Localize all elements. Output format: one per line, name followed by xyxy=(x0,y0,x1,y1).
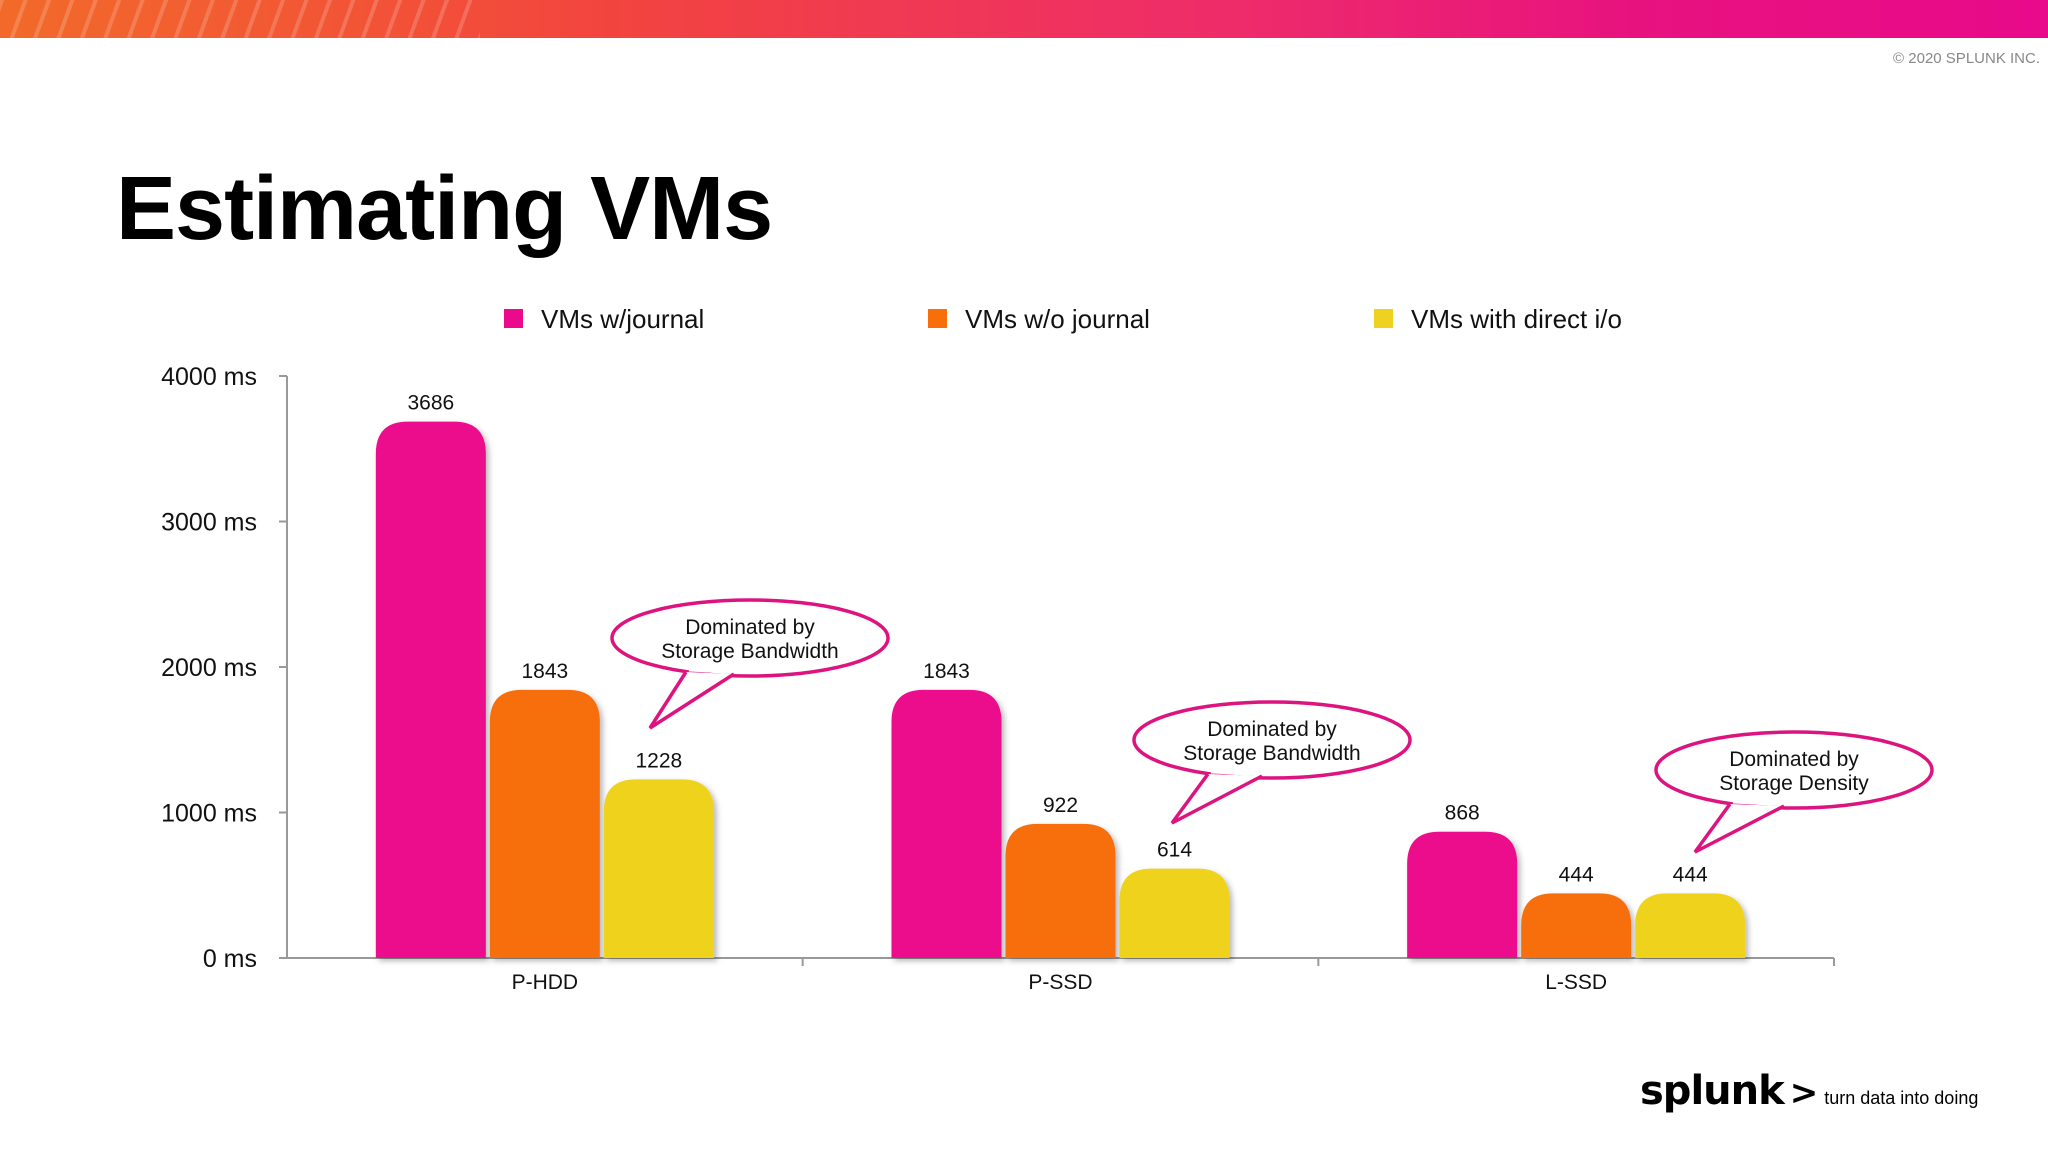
callout-tail xyxy=(648,671,735,730)
category-label: P-HDD xyxy=(512,971,579,994)
callout-tail-mask xyxy=(688,666,732,674)
stripe-pattern xyxy=(0,0,480,38)
callout-tail xyxy=(1170,772,1263,825)
bar xyxy=(375,421,486,958)
bar xyxy=(603,779,714,958)
data-label: 868 xyxy=(1445,802,1480,825)
copyright-text: © 2020 SPLUNK INC. xyxy=(1893,50,2040,67)
bar xyxy=(1005,823,1116,958)
legend-label: VMs w/journal xyxy=(541,304,704,334)
bar xyxy=(1521,893,1632,958)
category-label: P-SSD xyxy=(1028,971,1092,994)
data-label: 1843 xyxy=(923,660,970,683)
legend-swatch xyxy=(928,309,947,328)
data-label: 3686 xyxy=(407,392,454,415)
data-label: 614 xyxy=(1157,839,1192,862)
data-label: 1228 xyxy=(635,749,682,772)
callout-tail-mask xyxy=(1210,768,1260,776)
y-tick-label: 4000 ms xyxy=(161,363,257,391)
bar xyxy=(1635,893,1746,958)
bar xyxy=(489,689,600,958)
tagline: turn data into doing xyxy=(1824,1088,1979,1108)
brand-footer: splunk > turn data into doing xyxy=(1640,1068,1978,1114)
callout-text: Storage Bandwidth xyxy=(1183,742,1360,765)
legend-label: VMs w/o journal xyxy=(965,304,1150,334)
callout-text: Dominated by xyxy=(685,616,815,639)
callout-text: Dominated by xyxy=(1207,718,1337,741)
slide-title: Estimating VMs xyxy=(116,159,773,259)
legend-swatch xyxy=(504,309,523,328)
callout-ellipse xyxy=(610,598,890,678)
bar xyxy=(891,689,1002,958)
callout-tail-mask xyxy=(1732,798,1782,806)
bar xyxy=(1119,868,1230,958)
data-label: 922 xyxy=(1043,794,1078,817)
callout-text: Storage Bandwidth xyxy=(661,640,838,663)
legend-swatch xyxy=(1374,309,1393,328)
y-tick-label: 0 ms xyxy=(203,945,257,973)
category-label: L-SSD xyxy=(1545,971,1607,994)
callout-tail xyxy=(1693,802,1785,854)
callout-ellipse xyxy=(1132,700,1412,780)
top-gradient-bar xyxy=(0,0,2048,38)
bar xyxy=(1407,831,1518,958)
y-tick-label: 1000 ms xyxy=(161,800,257,828)
callout-ellipse xyxy=(1654,730,1934,810)
data-label: 1843 xyxy=(521,660,568,683)
y-tick-label: 3000 ms xyxy=(161,509,257,537)
data-label: 444 xyxy=(1559,863,1594,886)
y-tick-label: 2000 ms xyxy=(161,654,257,682)
callout-text: Dominated by xyxy=(1729,748,1859,771)
chevron-icon: > xyxy=(1789,1073,1819,1113)
splunk-logo: splunk xyxy=(1640,1068,1785,1114)
data-label: 444 xyxy=(1673,863,1708,886)
callout-text: Storage Density xyxy=(1719,772,1869,795)
legend-label: VMs with direct i/o xyxy=(1411,304,1622,334)
